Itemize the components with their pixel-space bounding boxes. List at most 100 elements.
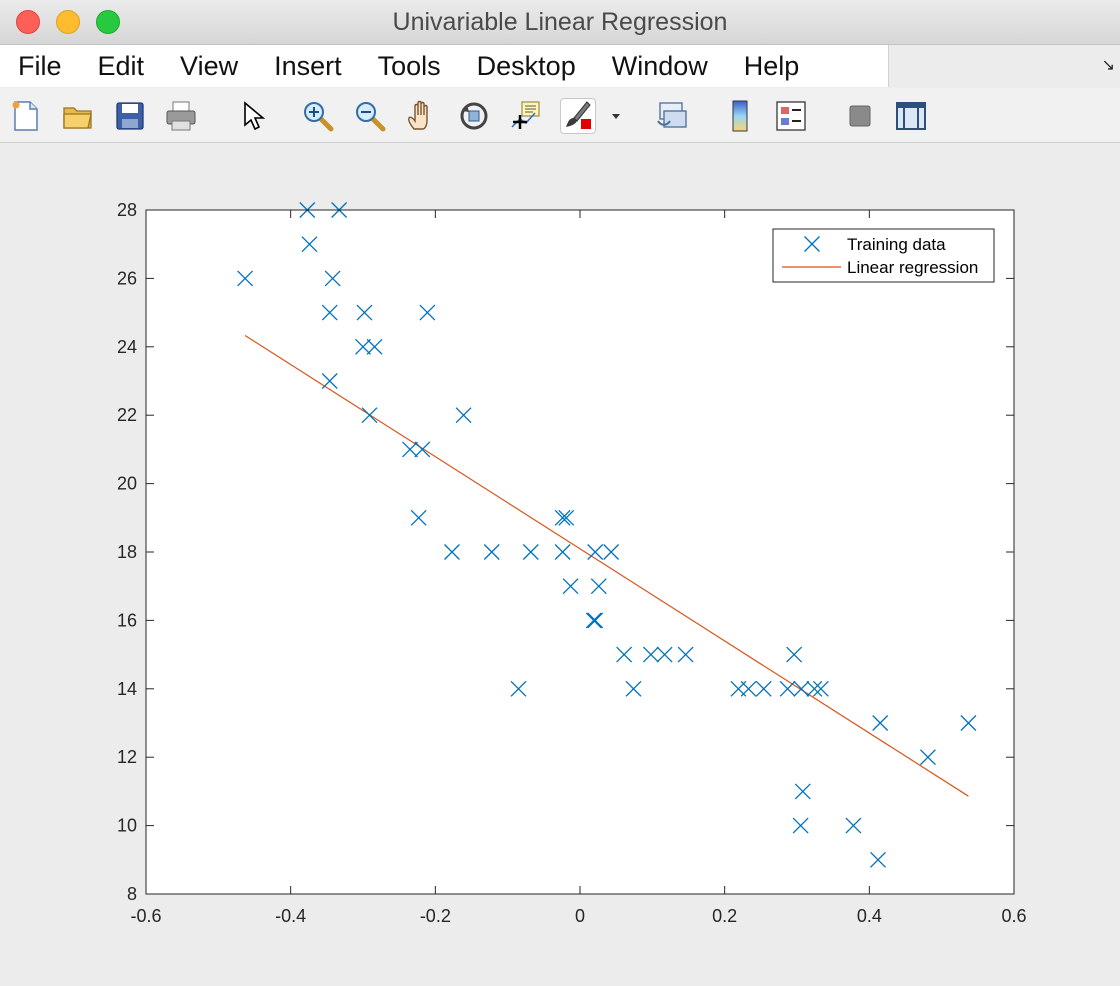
link-plot-icon[interactable]: [654, 98, 690, 134]
menu-window[interactable]: Window: [611, 51, 708, 81]
axes-svg[interactable]: -0.6 -0.4 -0.2 0 0.2 0.4 0.6 8 10 12 14 16 18 20 22 24 2…: [0, 143, 1120, 986]
data-point-marker: [755, 680, 772, 697]
data-point-marker: [872, 715, 889, 731]
regression-line: [244, 335, 969, 797]
colorbar-icon[interactable]: [722, 98, 758, 134]
data-point-marker: [793, 680, 810, 697]
menu-desktop[interactable]: Desktop: [476, 51, 576, 81]
data-point-marker: [410, 509, 427, 526]
dock-figure-icon[interactable]: ↘: [1101, 57, 1115, 74]
data-point-marker: [870, 851, 886, 868]
data-point-marker: [522, 544, 539, 560]
data-point-marker: [402, 441, 418, 458]
figure-toolbar: [0, 88, 1120, 143]
menu-insert[interactable]: Insert: [274, 51, 342, 81]
y-tick-label: 20: [117, 474, 137, 494]
data-point-marker: [590, 578, 607, 595]
axes-box: [145, 209, 1015, 895]
data-point-marker: [355, 338, 371, 355]
data-point-marker: [616, 646, 633, 663]
data-point-marker: [554, 509, 571, 526]
data-point-marker: [919, 749, 936, 766]
menu-view[interactable]: View: [180, 51, 239, 81]
data-point-marker: [792, 817, 809, 834]
data-point-marker: [361, 407, 378, 424]
legend-label-linear-regression: Linear regression: [847, 258, 978, 277]
menu-file[interactable]: File: [18, 51, 62, 81]
y-tick-label: 16: [117, 610, 137, 630]
edit-plot-arrow-icon[interactable]: [233, 98, 269, 134]
data-point-marker: [845, 817, 862, 834]
data-point-marker: [455, 407, 472, 424]
x-tick-label: -0.4: [275, 906, 306, 926]
menu-edit[interactable]: Edit: [97, 51, 145, 81]
legend-label-training-data: Training data: [847, 235, 946, 254]
save-icon[interactable]: [112, 98, 148, 134]
y-tick-label: 24: [117, 337, 137, 357]
data-point-marker: [587, 544, 604, 560]
data-point-marker: [301, 236, 318, 253]
data-point-marker: [603, 544, 620, 560]
menu-bar-filler: ↘: [888, 45, 1120, 87]
y-tick-label: 26: [117, 268, 137, 288]
pan-hand-icon[interactable]: [404, 98, 440, 134]
maximize-window-button[interactable]: [96, 10, 120, 34]
window-title: Univariable Linear Regression: [392, 8, 728, 36]
data-point-marker: [585, 612, 602, 629]
data-point-marker: [321, 373, 338, 389]
data-point-marker: [806, 680, 823, 697]
data-point-marker: [483, 544, 500, 560]
data-point-marker: [562, 578, 579, 595]
new-figure-icon[interactable]: [8, 98, 44, 134]
data-point-marker: [642, 646, 659, 663]
y-tick-label: 10: [117, 816, 137, 836]
close-window-button[interactable]: [16, 10, 40, 34]
brush-dropdown-chevron-down-icon[interactable]: [606, 98, 626, 134]
data-point-marker: [237, 270, 254, 287]
menu-bar: File Edit View Insert Tools Desktop Wind…: [0, 45, 1120, 87]
y-tick-label: 8: [127, 884, 137, 904]
menu-help[interactable]: Help: [743, 51, 800, 81]
hide-plot-tools-icon[interactable]: [842, 98, 878, 134]
open-file-icon[interactable]: [60, 98, 96, 134]
x-tick-label: -0.6: [130, 906, 161, 926]
y-tick-label: 22: [117, 405, 137, 425]
data-point-marker: [510, 680, 527, 697]
data-point-marker: [740, 680, 757, 697]
minimize-window-button[interactable]: [56, 10, 80, 34]
zoom-in-icon[interactable]: [300, 98, 336, 134]
axes-background[interactable]: [146, 210, 1014, 894]
title-bar[interactable]: Univariable Linear Regression: [0, 0, 1120, 45]
data-point-marker: [656, 646, 673, 663]
x-tick-label: 0: [575, 906, 585, 926]
data-cursor-icon[interactable]: [508, 98, 544, 134]
y-tick-label: 18: [117, 542, 137, 562]
y-tick-label: 28: [117, 200, 137, 220]
data-point-marker: [324, 270, 341, 287]
data-point-marker: [444, 544, 460, 560]
legend-box[interactable]: [772, 228, 995, 283]
data-point-marker: [625, 680, 642, 697]
figure-canvas: -0.6 -0.4 -0.2 0 0.2 0.4 0.6 8 10 12 14 16 18 20 22 24 2…: [0, 143, 1120, 986]
menu-tools[interactable]: Tools: [377, 51, 441, 81]
zoom-out-icon[interactable]: [352, 98, 388, 134]
y-tick-label: 14: [117, 679, 137, 699]
data-point-marker: [779, 680, 796, 697]
data-point-marker: [554, 544, 571, 560]
legend-icon[interactable]: [773, 98, 809, 134]
rotate-3d-icon[interactable]: [456, 98, 492, 134]
data-point-marker: [794, 783, 811, 800]
data-point-marker: [419, 304, 436, 321]
data-point-marker: [321, 304, 338, 321]
data-point-marker: [587, 612, 604, 629]
data-point-marker: [960, 715, 977, 731]
data-point-marker: [414, 441, 431, 458]
print-icon[interactable]: [163, 98, 199, 134]
brush-icon[interactable]: [560, 98, 596, 134]
data-point-marker: [786, 646, 803, 663]
data-point-marker: [356, 304, 373, 321]
legend-marker-training: [804, 236, 820, 252]
data-point-marker: [677, 646, 694, 663]
show-plot-tools-icon[interactable]: [893, 98, 929, 134]
